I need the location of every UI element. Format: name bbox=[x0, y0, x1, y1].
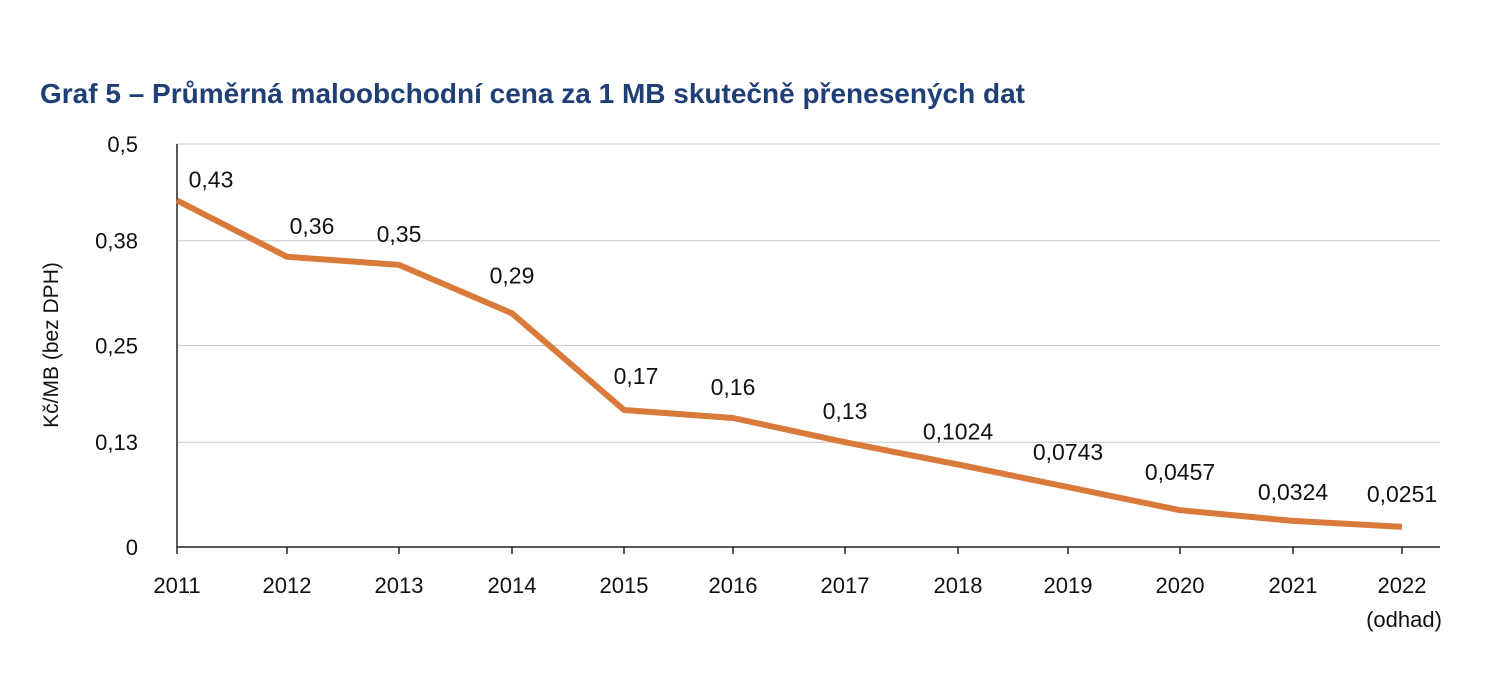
y-tick-label: 0,25 bbox=[95, 334, 138, 359]
data-label: 0,0324 bbox=[1258, 479, 1329, 505]
x-tick-label: 2014 bbox=[488, 573, 537, 598]
y-axis-title: Kč/MB (bez DPH) bbox=[40, 262, 63, 428]
x-tick-label: 2020 bbox=[1156, 573, 1205, 598]
data-label: 0,43 bbox=[189, 166, 234, 192]
y-tick-label: 0,38 bbox=[95, 229, 138, 254]
x-tick-label: 2016 bbox=[709, 573, 758, 598]
series-line bbox=[175, 197, 1403, 530]
x-tick-label: 2022 bbox=[1378, 573, 1427, 598]
x-tick-label: 2011 bbox=[153, 573, 200, 598]
x-tick-label: 2019 bbox=[1044, 573, 1093, 598]
x-tick-label: 2013 bbox=[375, 573, 424, 598]
y-tick-label: 0,13 bbox=[95, 430, 138, 455]
chart-title: Graf 5 – Průměrná maloobchodní cena za 1… bbox=[40, 78, 1025, 109]
x-tick-label: 2018 bbox=[934, 573, 983, 598]
data-label: 0,0743 bbox=[1033, 439, 1103, 465]
data-label: 0,13 bbox=[823, 398, 868, 424]
y-tick-label: 0,5 bbox=[107, 132, 138, 157]
data-label: 0,0457 bbox=[1145, 459, 1215, 485]
x-tick-label: 2015 bbox=[600, 573, 649, 598]
y-tick-label: 0 bbox=[126, 535, 138, 560]
data-label: 0,29 bbox=[490, 262, 535, 288]
data-label: 0,17 bbox=[614, 363, 659, 389]
x-tick-label: 2012 bbox=[263, 573, 312, 598]
data-label: 0,0251 bbox=[1367, 481, 1437, 507]
x-tick-label: 2017 bbox=[821, 573, 870, 598]
data-label: 0,16 bbox=[711, 374, 756, 400]
x-tick-sublabel: (odhad) bbox=[1366, 607, 1442, 632]
x-tick-label: 2021 bbox=[1269, 573, 1318, 598]
data-label: 0,35 bbox=[377, 221, 422, 247]
data-label: 0,36 bbox=[290, 213, 335, 239]
data-label: 0,1024 bbox=[923, 418, 994, 444]
